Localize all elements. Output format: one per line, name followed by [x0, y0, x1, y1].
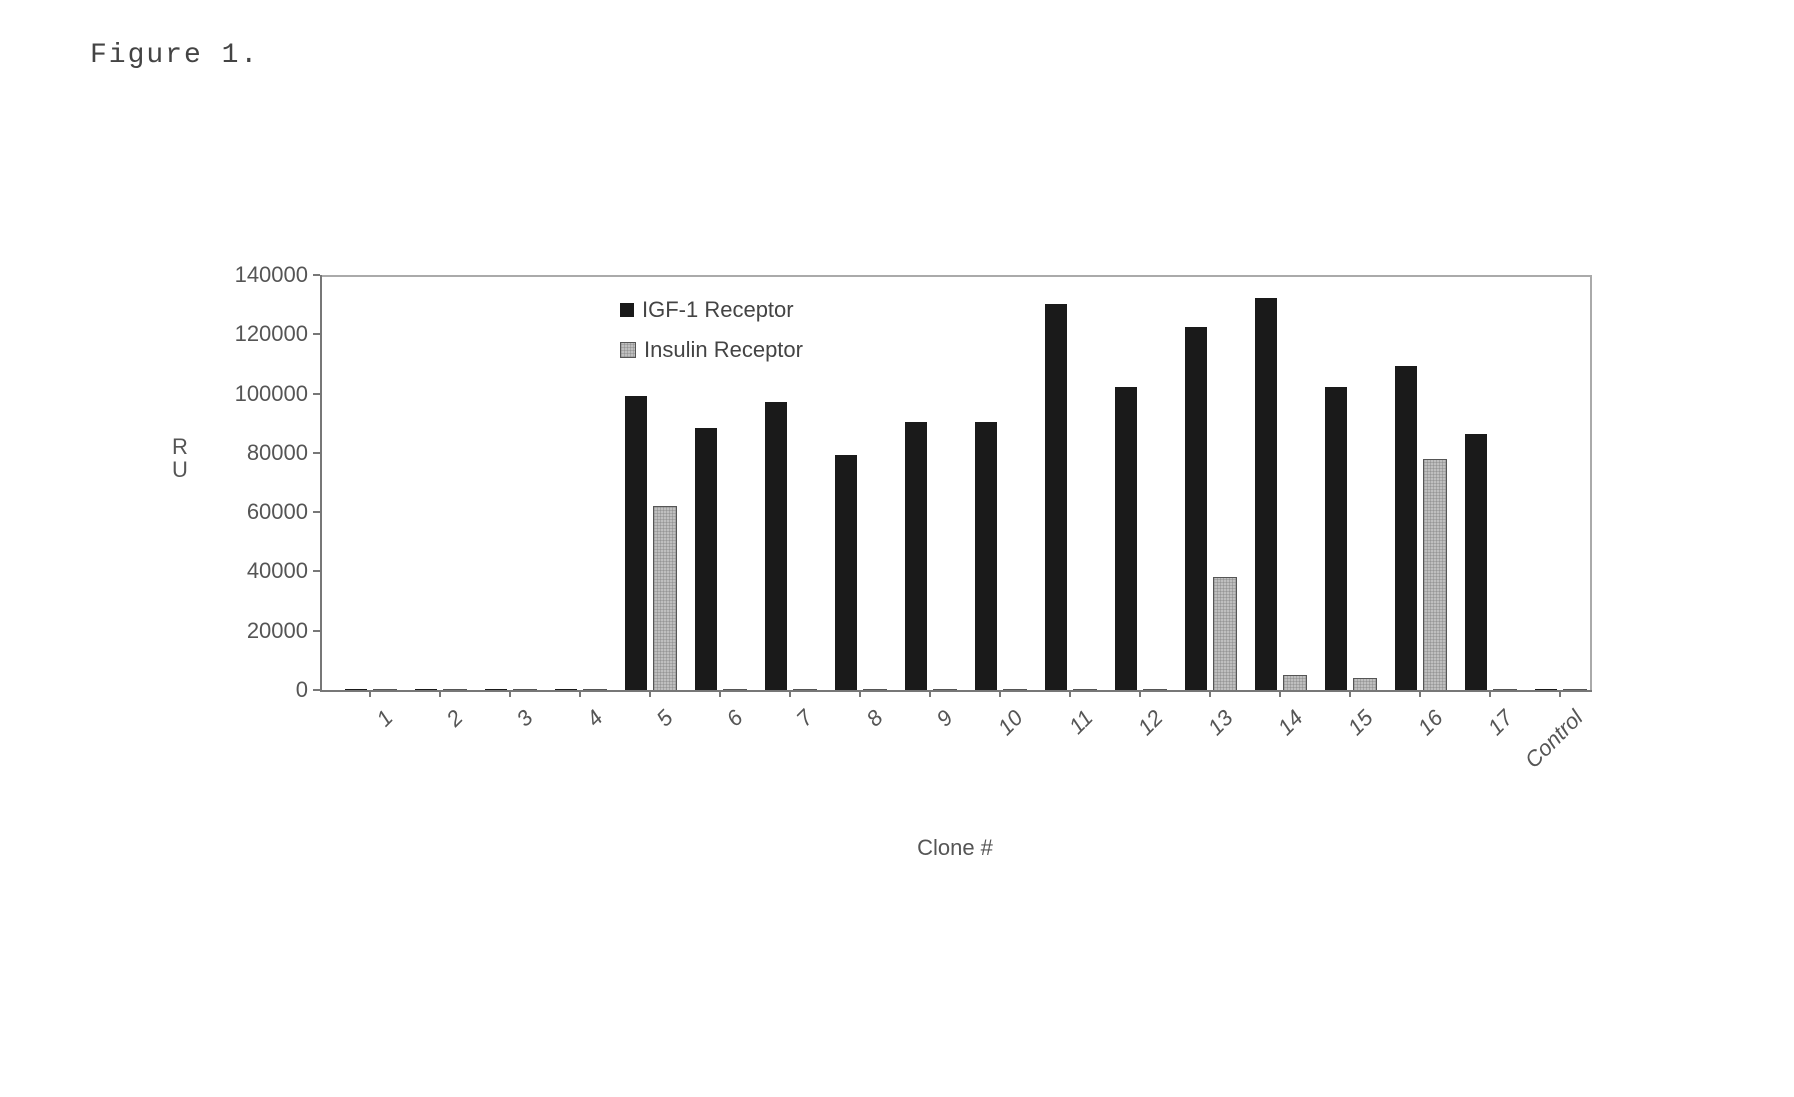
x-tick-mark [439, 690, 441, 697]
bar-igf [1255, 298, 1277, 692]
x-tick-mark [929, 690, 931, 697]
x-tick-mark [1349, 690, 1351, 697]
plot-area: IGF-1 Receptor Insulin Receptor [320, 275, 1592, 692]
figure-caption: Figure 1. [90, 40, 259, 71]
x-tick-mark [1209, 690, 1211, 697]
bar-igf [1045, 304, 1067, 692]
y-tick-label: 140000 [188, 262, 308, 288]
y-tick-mark [313, 333, 320, 335]
y-tick-label: 80000 [188, 440, 308, 466]
x-tick-mark [859, 690, 861, 697]
legend-item-igf: IGF-1 Receptor [620, 297, 803, 323]
x-tick-mark [1139, 690, 1141, 697]
y-tick-label: 20000 [188, 618, 308, 644]
y-tick-mark [313, 452, 320, 454]
x-axis-title: Clone # [855, 835, 1055, 861]
x-tick-mark [369, 690, 371, 697]
x-tick-mark [999, 690, 1001, 697]
bar-igf [1395, 366, 1417, 692]
bar-igf [1185, 327, 1207, 692]
y-axis [320, 275, 322, 692]
x-tick-mark [649, 690, 651, 697]
bar-ins [1423, 459, 1447, 692]
bar-igf [905, 422, 927, 692]
bar-ins [653, 506, 677, 692]
legend-swatch-igf [620, 303, 634, 317]
legend: IGF-1 Receptor Insulin Receptor [620, 297, 803, 377]
bar-igf [1115, 387, 1137, 692]
x-tick-mark [579, 690, 581, 697]
y-tick-mark [313, 689, 320, 691]
y-tick-mark [313, 511, 320, 513]
y-tick-label: 60000 [188, 499, 308, 525]
legend-swatch-ins [620, 342, 636, 358]
y-tick-mark [313, 274, 320, 276]
legend-item-ins: Insulin Receptor [620, 337, 803, 363]
x-tick-mark [509, 690, 511, 697]
y-tick-label: 0 [188, 677, 308, 703]
bar-igf [765, 402, 787, 693]
x-tick-mark [719, 690, 721, 697]
bar-igf [975, 422, 997, 692]
x-tick-mark [1559, 690, 1561, 697]
legend-label-ins: Insulin Receptor [644, 337, 803, 363]
bar-igf [835, 455, 857, 692]
y-tick-mark [313, 570, 320, 572]
x-tick-mark [1489, 690, 1491, 697]
x-tick-mark [1419, 690, 1421, 697]
y-tick-mark [313, 630, 320, 632]
x-tick-mark [789, 690, 791, 697]
y-tick-label: 100000 [188, 381, 308, 407]
bar-igf [625, 396, 647, 692]
y-tick-label: 120000 [188, 321, 308, 347]
y-axis-label-text: RU [172, 434, 188, 482]
bar-ins [1213, 577, 1237, 692]
y-axis-label: RU [170, 435, 190, 481]
bar-igf [695, 428, 717, 692]
legend-label-igf: IGF-1 Receptor [642, 297, 794, 323]
x-tick-mark [1279, 690, 1281, 697]
y-tick-mark [313, 393, 320, 395]
y-tick-label: 40000 [188, 558, 308, 584]
bar-igf [1325, 387, 1347, 692]
chart: RU IGF-1 Receptor Insulin Receptor 02000… [180, 275, 1640, 955]
page: Figure 1. RU IGF-1 Receptor Insulin Rece… [0, 0, 1794, 1097]
bar-igf [1465, 434, 1487, 692]
x-tick-mark [1069, 690, 1071, 697]
